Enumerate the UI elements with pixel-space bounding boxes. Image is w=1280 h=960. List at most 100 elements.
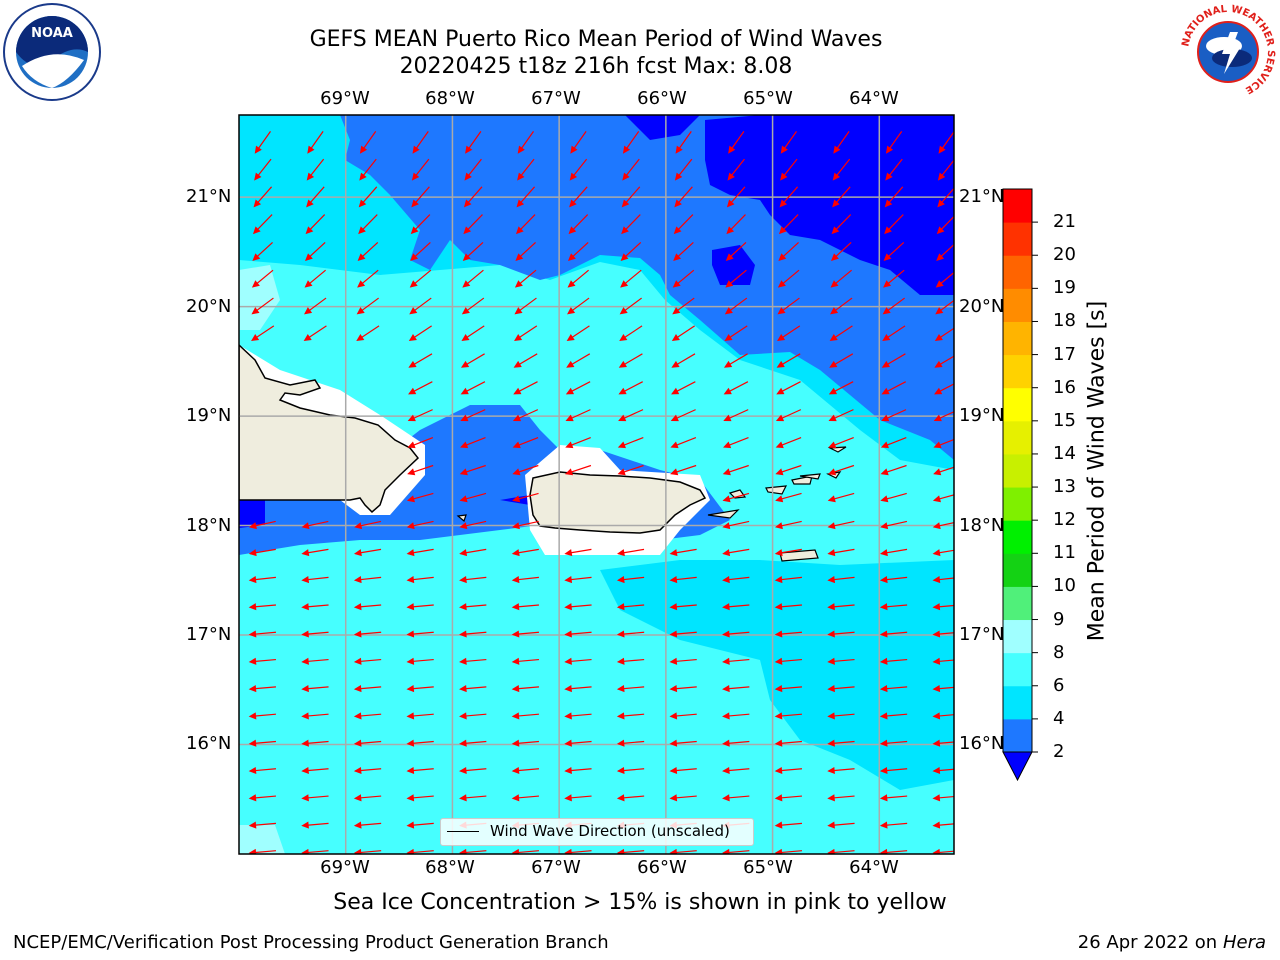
wind-wave-arrow [251,325,275,342]
wind-wave-arrow [879,821,908,829]
wind-wave-arrow [306,158,325,181]
wind-wave-arrow [459,657,487,665]
wind-wave-arrow [827,685,855,693]
wind-wave-arrow [459,464,486,476]
wind-wave-arrow [411,186,430,208]
lon-label-bottom: 66°W [637,857,687,878]
wind-wave-arrow [722,712,750,720]
wind-wave-arrow [354,548,382,557]
wind-wave-arrow [248,576,276,584]
wind-wave-arrow [511,712,540,720]
wind-wave-arrow [934,355,954,368]
wind-wave-arrow [616,630,645,638]
wind-wave-arrow [406,685,434,693]
wind-wave-arrow [248,685,277,693]
wind-wave-arrow [777,325,801,342]
wind-wave-arrow [301,712,329,720]
wind-wave-arrow [722,548,750,557]
wind-wave-arrow [406,739,434,747]
wind-wave-arrow [306,186,325,208]
wind-wave-arrow [672,297,695,315]
wind-wave-arrow [512,464,539,476]
colorbar-tick-label: 10 [1053,575,1076,597]
wind-wave-arrow [674,186,693,208]
wind-wave-arrow [728,131,745,154]
wind-wave-arrow [616,603,645,611]
colorbar-tick-label: 19 [1053,277,1076,299]
wind-wave-arrow [879,685,908,693]
wind-wave-arrow [774,657,803,665]
wind-wave-arrow [827,548,855,557]
wind-wave-arrow [827,712,855,720]
wind-wave-arrow [253,186,273,208]
wind-wave-arrow [568,214,589,235]
wind-wave-arrow [933,466,954,476]
colorbar-tick-label: 2 [1053,741,1065,762]
colorbar-tick-label: 9 [1053,608,1065,630]
wind-wave-arrow [932,522,954,530]
wind-wave-arrow [726,214,746,235]
wind-wave-arrow [880,548,908,557]
wind-wave-arrow [459,548,487,557]
lon-label-bottom: 69°W [320,857,370,878]
wind-wave-arrow [932,739,954,747]
footer-date-text: 26 Apr 2022 on [1077,932,1223,953]
legend-line-swatch [447,831,479,832]
colorbar-tick-label: 4 [1053,707,1065,729]
wind-wave-arrow [882,297,905,315]
colorbar-tick-label: 12 [1053,509,1076,531]
wind-wave-arrow [459,739,487,747]
wind-wave-arrow [880,436,907,449]
lat-label-left: 20°N [186,296,232,317]
wind-wave-arrow [460,381,486,395]
wind-wave-arrow [251,297,274,315]
footer-host: Hera [1222,932,1266,953]
wind-wave-arrow [725,241,747,261]
wind-wave-arrow [248,520,276,530]
colorbar-tick-label: 21 [1053,211,1076,233]
wind-wave-arrow [669,712,697,720]
colorbar-band [1003,387,1032,422]
wind-wave-arrow [828,409,854,422]
wind-wave-arrow [672,269,695,288]
wind-wave-arrow [301,630,329,638]
map-plot-area [239,115,954,854]
wind-wave-arrow [565,409,591,422]
wind-wave-arrow [461,297,485,315]
wind-wave-arrow [619,325,643,342]
wind-wave-arrow [305,241,326,261]
wind-wave-arrow [724,353,748,368]
wind-wave-arrow [727,158,745,181]
wind-wave-arrow [932,576,954,584]
wind-wave-direction-arrows [248,131,954,854]
wind-wave-arrow [459,685,487,693]
wind-wave-arrow [833,131,850,154]
wind-wave-arrow [832,186,851,208]
colorbar-extend-min [1002,751,1033,782]
wind-wave-arrow [511,548,539,557]
wind-wave-arrow [774,766,803,775]
wind-wave-arrow [301,548,329,557]
sea-ice-note: Sea Ice Concentration > 15% is shown in … [333,890,947,915]
wind-wave-arrow [938,131,954,154]
wind-wave-arrow [774,712,803,720]
wind-wave-arrow [564,630,592,638]
wind-wave-arrow [881,381,907,395]
wind-wave-arrow [463,214,483,235]
wind-wave-arrow [459,520,487,530]
wind-wave-arrow [932,494,954,503]
wind-wave-arrow [932,821,954,829]
wind-wave-arrow [673,214,694,235]
wind-wave-arrow [252,214,273,235]
colorbar-tick-label: 11 [1053,542,1076,564]
wind-wave-arrow [517,131,534,154]
colorbar-band [1003,619,1032,654]
wind-wave-arrow [564,794,592,802]
wind-wave-arrow [353,603,382,611]
colorbar-band [1003,453,1032,488]
wind-wave-arrow [827,492,855,503]
lon-label-top: 66°W [637,88,687,109]
wind-wave-arrow [248,657,277,665]
wind-wave-arrow [512,409,539,422]
wind-wave-arrow [462,269,484,288]
